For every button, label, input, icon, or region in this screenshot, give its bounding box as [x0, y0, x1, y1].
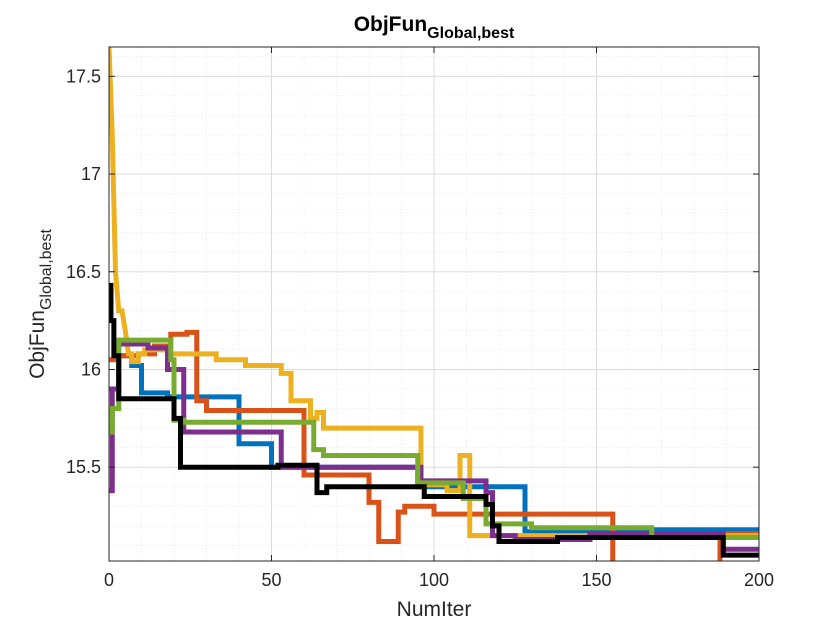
series-line-5 [109, 337, 759, 541]
series-line-6 [109, 282, 759, 558]
x-tick-label: 0 [104, 570, 114, 590]
x-axis-label: NumIter [397, 598, 472, 621]
axes-ticks: 0 50 100 150 200 15.5 16 16.5 17 17.5 [66, 47, 774, 590]
x-tick-label: 100 [419, 570, 449, 590]
y-tick-label: 17.5 [66, 66, 101, 86]
y-tick-label: 16 [81, 359, 101, 379]
x-tick-label: 150 [581, 570, 611, 590]
y-tick-label: 16.5 [66, 262, 101, 282]
y-axis-label-subscript: Global,best [38, 229, 55, 310]
series-line-2 [109, 329, 759, 561]
x-tick-label: 50 [261, 570, 281, 590]
chart-title: ObjFunGlobal,best [354, 13, 515, 42]
y-tick-label: 15.5 [66, 457, 101, 477]
y-tick-label: 17 [81, 164, 101, 184]
chart-title-subscript: Global,best [427, 25, 515, 42]
series-group [109, 47, 759, 561]
y-axis-label: ObjFunGlobal,best [26, 229, 55, 379]
x-tick-label: 200 [744, 570, 774, 590]
